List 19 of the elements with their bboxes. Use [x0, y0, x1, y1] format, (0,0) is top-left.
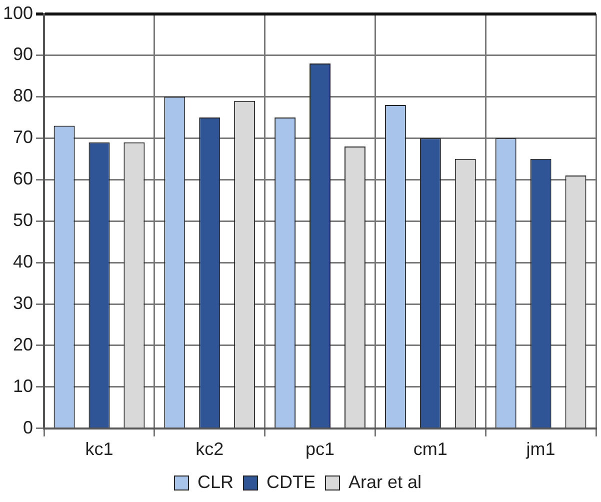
- y-tick-label: 60: [13, 168, 34, 189]
- y-tick-label: 100: [2, 2, 34, 23]
- y-tick-label: 0: [23, 417, 34, 438]
- y-tick-label: 30: [13, 292, 34, 313]
- y-tick-label: 10: [13, 376, 34, 396]
- legend-label: Arar et al: [348, 472, 422, 492]
- legend-label: CLR: [197, 472, 234, 492]
- x-tick-label: kc2: [196, 439, 224, 460]
- y-tick-label: 20: [13, 334, 34, 354]
- y-tick-label: 80: [13, 86, 34, 106]
- y-tick-label: 90: [13, 44, 34, 64]
- legend-label: CDTE: [266, 472, 316, 492]
- x-tick-label: jm1: [525, 439, 556, 460]
- y-tick-label: 50: [13, 210, 34, 230]
- x-tick-label: kc1: [85, 439, 114, 460]
- y-tick-label: 40: [13, 252, 34, 272]
- x-tick-label: cm1: [413, 439, 448, 460]
- x-tick-label: pc1: [306, 439, 335, 460]
- y-tick-label: 70: [13, 127, 34, 148]
